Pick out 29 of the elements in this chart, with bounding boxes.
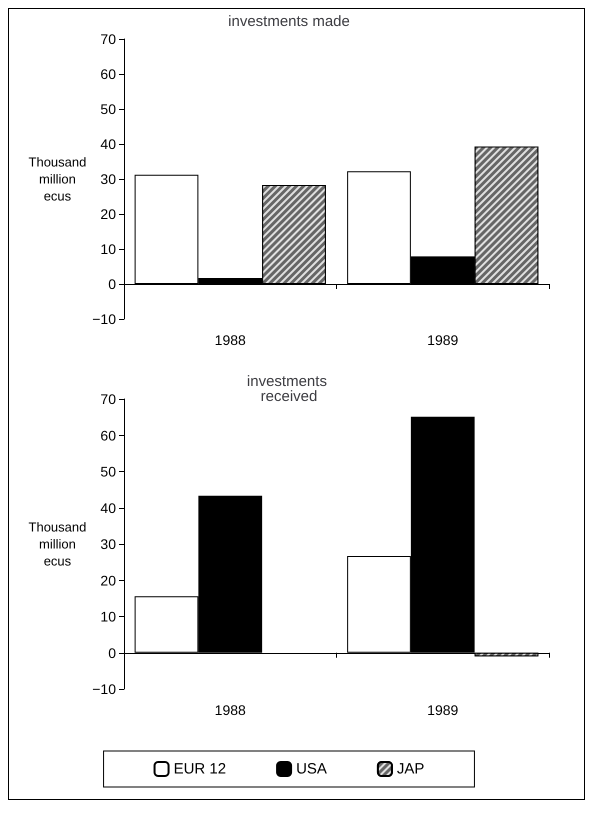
x-tick-label: 1989 bbox=[427, 702, 459, 718]
x-tick-label: 1989 bbox=[427, 332, 459, 348]
legend-label: JAP bbox=[396, 760, 424, 778]
y-tick-label: 10 bbox=[100, 241, 116, 257]
y-tick-label: 50 bbox=[100, 464, 116, 480]
y-tick-label: 0 bbox=[108, 644, 116, 661]
y-tick-label: 0 bbox=[108, 276, 116, 292]
chart-title: investments received bbox=[246, 373, 332, 405]
y-tick-label: 20 bbox=[100, 206, 116, 222]
y-tick-label: 60 bbox=[100, 66, 116, 82]
x-tick-label: 1988 bbox=[214, 332, 246, 348]
legend-label: EUR 12 bbox=[174, 760, 226, 778]
y-tick-label: −10 bbox=[92, 681, 116, 697]
y-axis-title: Thousand million ecus bbox=[28, 520, 86, 568]
y-tick-label: 30 bbox=[100, 171, 116, 187]
legend-label: USA bbox=[296, 760, 327, 778]
y-axis-title: Thousand million ecus bbox=[28, 154, 86, 204]
y-tick-label: 70 bbox=[100, 31, 116, 47]
y-tick-label: 60 bbox=[100, 427, 116, 444]
chart-title: investments made bbox=[228, 13, 350, 30]
x-tick-label: 1988 bbox=[214, 702, 246, 718]
y-tick-label: 40 bbox=[100, 136, 116, 152]
y-tick-label: 70 bbox=[100, 391, 116, 407]
y-tick-label: 50 bbox=[100, 101, 116, 117]
y-tick-label: 30 bbox=[100, 536, 116, 552]
y-tick-label: −10 bbox=[92, 311, 116, 327]
y-tick-label: 20 bbox=[100, 572, 116, 588]
y-tick-label: 40 bbox=[100, 500, 116, 516]
y-tick-label: 10 bbox=[100, 608, 116, 624]
